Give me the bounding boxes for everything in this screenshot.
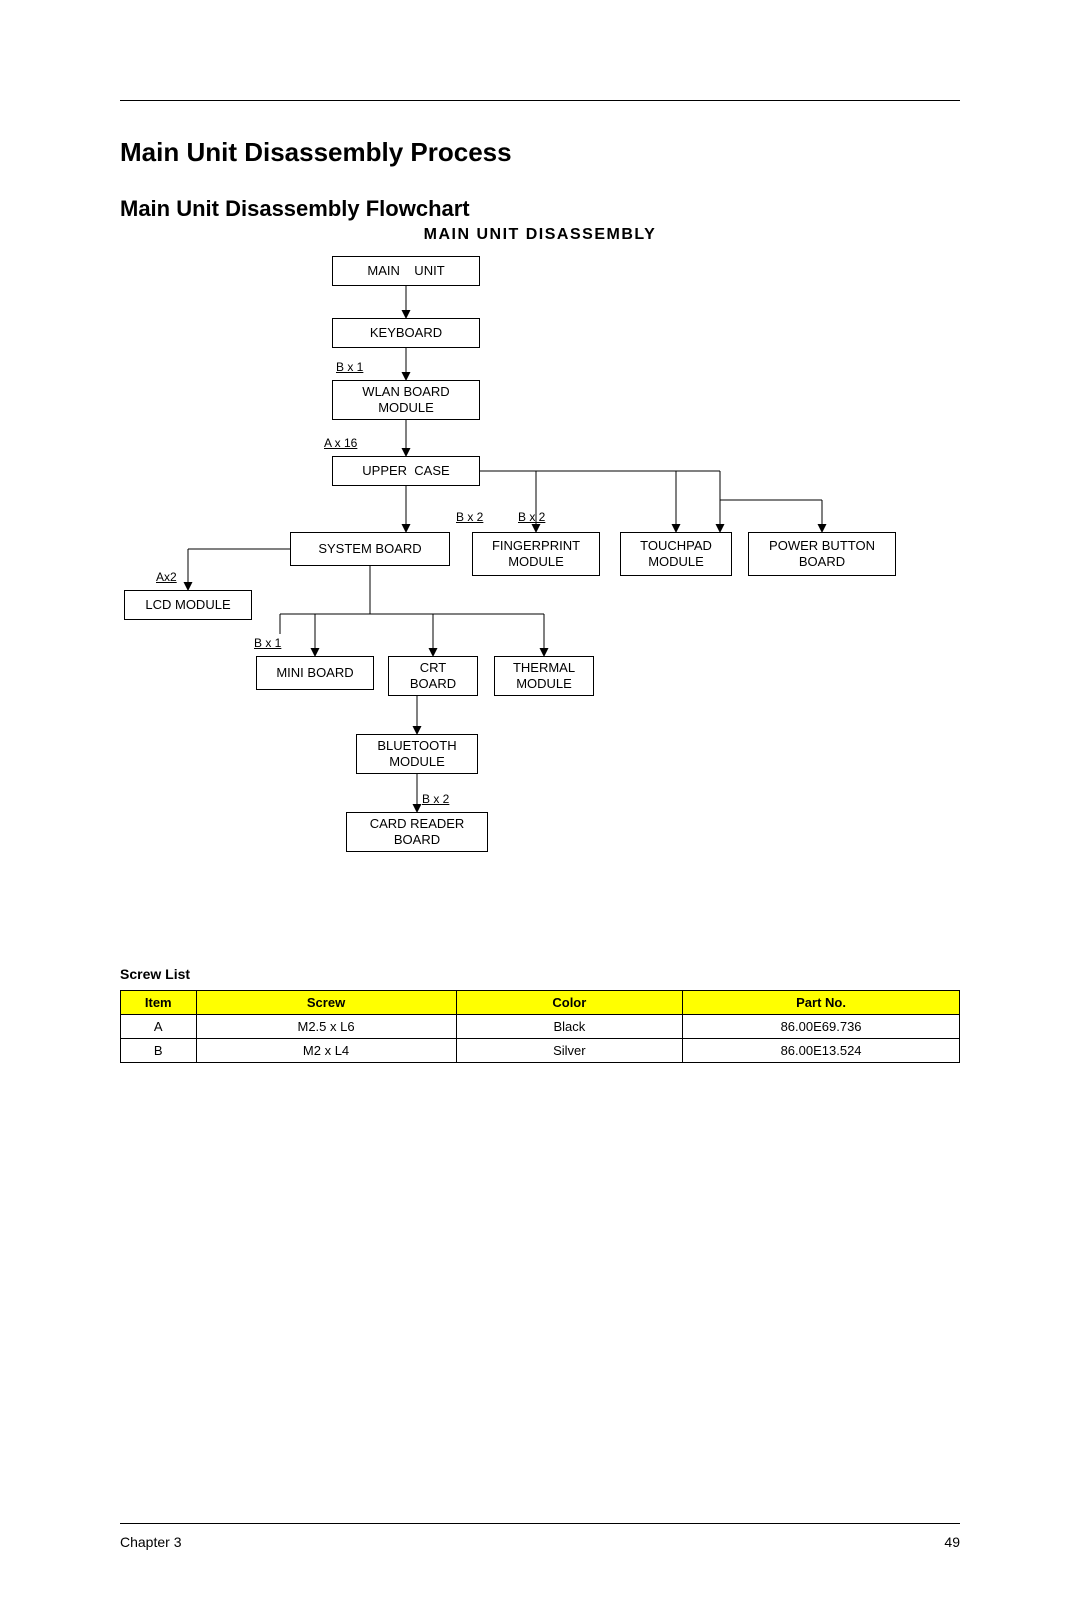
table-header: Screw xyxy=(196,991,456,1015)
flowchart-node-mini-board: MINI BOARD xyxy=(256,656,374,690)
table-cell: A xyxy=(121,1015,197,1039)
footer-chapter: Chapter 3 xyxy=(120,1534,181,1550)
flowchart-node-thermal: THERMAL MODULE xyxy=(494,656,594,696)
flowchart-edge-label: B x 1 xyxy=(336,360,363,374)
flowchart-node-crt-board: CRT BOARD xyxy=(388,656,478,696)
table-cell: Black xyxy=(456,1015,683,1039)
flowchart-heading: MAIN UNIT DISASSEMBLY xyxy=(120,226,960,244)
table-cell: 86.00E13.524 xyxy=(683,1039,960,1063)
flowchart-edge-label: A x 16 xyxy=(324,436,357,450)
flowchart-node-keyboard: KEYBOARD xyxy=(332,318,480,348)
footer-page-number: 49 xyxy=(944,1534,960,1550)
table-header: Color xyxy=(456,991,683,1015)
flowchart-edge-label: B x 2 xyxy=(518,510,545,524)
flowchart-node-touchpad: TOUCHPAD MODULE xyxy=(620,532,732,576)
document-page: Main Unit Disassembly Process Main Unit … xyxy=(0,0,1080,1610)
table-cell: B xyxy=(121,1039,197,1063)
page-footer: Chapter 3 49 xyxy=(120,1523,960,1550)
flowchart-node-system-board: SYSTEM BOARD xyxy=(290,532,450,566)
page-title: Main Unit Disassembly Process xyxy=(120,137,960,168)
table-cell: Silver xyxy=(456,1039,683,1063)
page-subtitle: Main Unit Disassembly Flowchart xyxy=(120,196,960,222)
flowchart-node-main-unit: MAIN UNIT xyxy=(332,256,480,286)
screw-list-title: Screw List xyxy=(120,966,960,982)
flowchart-node-power-button: POWER BUTTON BOARD xyxy=(748,532,896,576)
table-row: AM2.5 x L6Black86.00E69.736 xyxy=(121,1015,960,1039)
flowchart-node-upper-case: UPPER CASE xyxy=(332,456,480,486)
flowchart-node-bluetooth: BLUETOOTH MODULE xyxy=(356,734,478,774)
flowchart-edge-label: B x 2 xyxy=(422,792,449,806)
screw-list-table: ItemScrewColorPart No.AM2.5 x L6Black86.… xyxy=(120,990,960,1063)
table-header: Part No. xyxy=(683,991,960,1015)
table-row: BM2 x L4Silver86.00E13.524 xyxy=(121,1039,960,1063)
flowchart-node-wlan: WLAN BOARD MODULE xyxy=(332,380,480,420)
table-cell: M2.5 x L6 xyxy=(196,1015,456,1039)
flowchart-node-lcd-module: LCD MODULE xyxy=(124,590,252,620)
table-header: Item xyxy=(121,991,197,1015)
top-rule xyxy=(120,100,960,101)
flowchart-edge-label: Ax2 xyxy=(156,570,177,584)
flowchart-node-fingerprint: FINGERPRINT MODULE xyxy=(472,532,600,576)
flowchart-node-card-reader: CARD READER BOARD xyxy=(346,812,488,852)
table-cell: 86.00E69.736 xyxy=(683,1015,960,1039)
flowchart-edge-label: B x 2 xyxy=(456,510,483,524)
flowchart-diagram: MAIN UNIT KEYBOARD WLAN BOARD MODULE UPPER … xyxy=(120,256,960,936)
flowchart-edge-label: B x 1 xyxy=(254,636,281,650)
table-cell: M2 x L4 xyxy=(196,1039,456,1063)
